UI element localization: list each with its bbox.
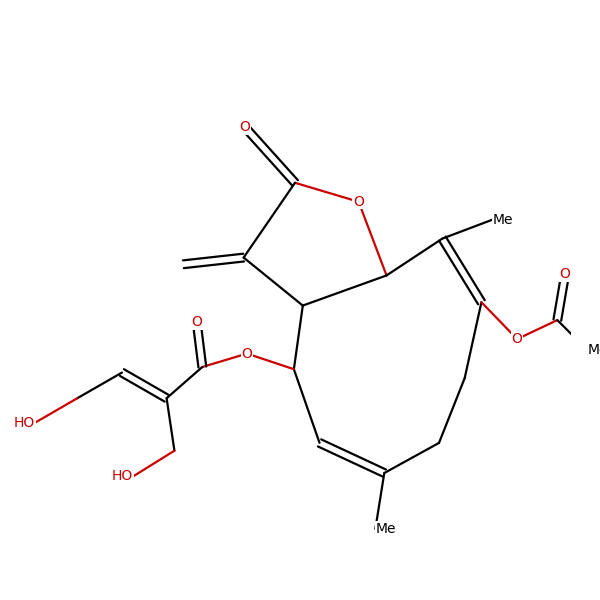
Text: O: O [353,195,364,209]
Text: O: O [242,347,253,361]
Text: HO: HO [112,469,133,484]
Text: HO: HO [14,416,35,430]
Text: O: O [560,268,571,281]
Text: O: O [239,120,250,134]
Text: Me: Me [587,343,600,357]
Text: Me: Me [493,212,513,227]
Text: O: O [191,316,202,329]
Text: Me: Me [376,522,396,536]
Text: O: O [512,332,523,346]
